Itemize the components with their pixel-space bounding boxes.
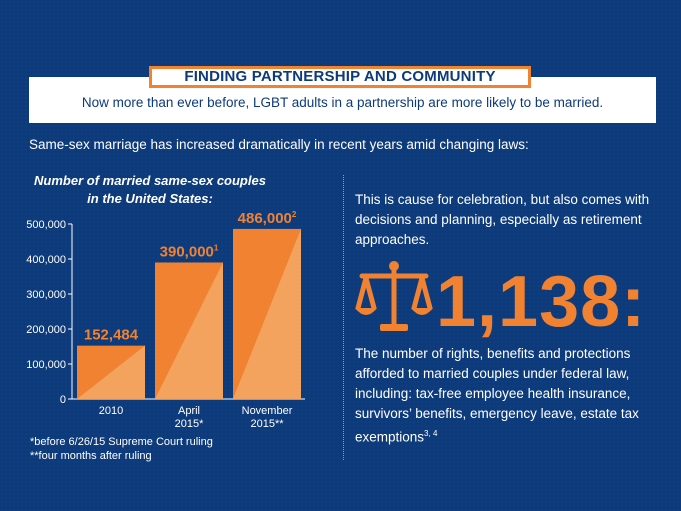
header-title: FINDING PARTNERSHIP AND COMMUNITY [149, 66, 531, 88]
x-tick-label: November [242, 405, 293, 417]
intro-text: Same-sex marriage has increased dramatic… [29, 137, 529, 152]
celebration-text: This is cause for celebration, but also … [355, 192, 650, 247]
bar-highlight [233, 228, 301, 399]
header-subtitle: Now more than ever before, LGBT adults i… [81, 95, 604, 110]
chart-title: Number of married same-sex couples in th… [30, 172, 270, 208]
x-tick-label: 2015* [175, 418, 204, 430]
x-tick-label: April [178, 405, 200, 417]
x-tick-label: 2010 [99, 405, 123, 417]
y-tick-label: 0 [60, 394, 66, 406]
bar-value-label: 390,0001 [160, 244, 219, 261]
footnote-1: *before 6/26/15 Supreme Court ruling [30, 436, 213, 448]
y-tick-label: 500,000 [26, 219, 66, 231]
bar-chart: 0 100,000 200,000 300,000 400,000 500,000 152,… [26, 210, 305, 430]
y-tick-label: 400,000 [26, 254, 66, 266]
scales-of-justice-icon [355, 261, 433, 331]
y-tick-label: 100,000 [26, 359, 66, 371]
footnote-2: **four months after ruling [30, 450, 152, 462]
y-tick-label: 200,000 [26, 324, 66, 336]
y-tick-label: 300,000 [26, 289, 66, 301]
bar-value-sup: 1 [214, 244, 219, 253]
rights-text: The number of rights, benefits and prote… [355, 344, 665, 448]
bar-value-label: 152,484 [84, 327, 139, 344]
rights-text-sup: 3, 4 [424, 429, 438, 438]
bar-highlight [77, 345, 145, 399]
chart-title-line2: in the United States: [87, 191, 213, 206]
column-divider [343, 175, 344, 460]
x-tick-label: 2015** [250, 418, 284, 430]
chart-title-line1: Number of married same-sex couples [34, 173, 266, 188]
bar-highlight [155, 262, 223, 399]
big-number: 1,138: [436, 262, 647, 342]
bar-value-label: 486,0002 [238, 210, 297, 227]
rights-text-body: The number of rights, benefits and prote… [355, 346, 639, 445]
bar-value-sup: 2 [292, 210, 297, 219]
